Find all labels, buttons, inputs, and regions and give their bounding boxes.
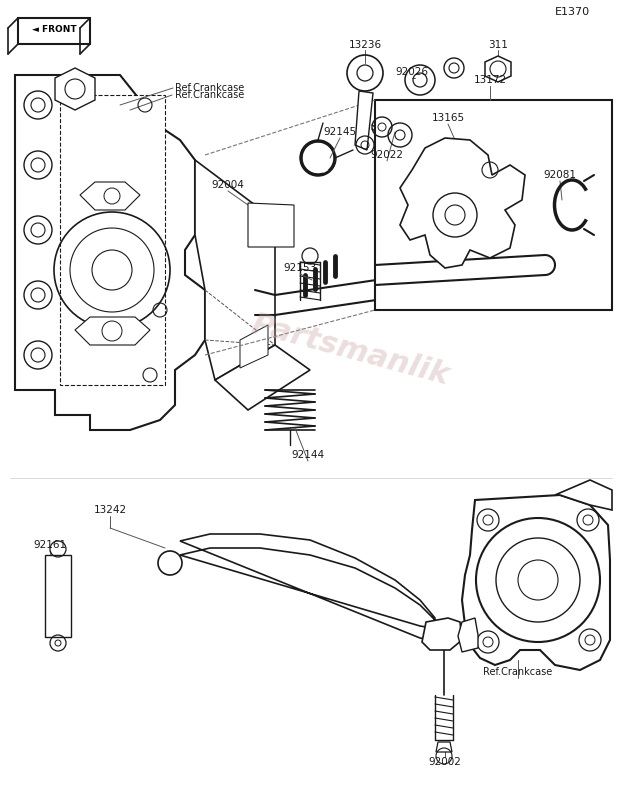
Polygon shape (18, 18, 90, 44)
Polygon shape (462, 495, 610, 670)
Polygon shape (458, 618, 478, 652)
Text: E1370: E1370 (554, 7, 590, 17)
Polygon shape (60, 95, 165, 385)
Polygon shape (80, 182, 140, 210)
Text: Ref.Crankcase: Ref.Crankcase (175, 90, 244, 100)
Text: Partsmanlik: Partsmanlik (248, 310, 452, 390)
Text: ◄ FRONT: ◄ FRONT (32, 26, 77, 34)
Polygon shape (400, 138, 525, 268)
Polygon shape (55, 68, 95, 110)
Text: 92161: 92161 (34, 540, 67, 550)
Text: 13236: 13236 (348, 40, 381, 50)
Text: 92002: 92002 (429, 757, 462, 767)
Polygon shape (248, 203, 294, 247)
Polygon shape (45, 555, 71, 637)
Polygon shape (485, 56, 511, 82)
Text: 92004: 92004 (211, 180, 244, 190)
Polygon shape (15, 75, 205, 430)
Text: 92081: 92081 (544, 170, 577, 180)
Text: Ref.Crankcase: Ref.Crankcase (175, 83, 244, 93)
Polygon shape (180, 534, 438, 640)
Text: 13165: 13165 (432, 113, 465, 123)
Text: Ref.Crankcase: Ref.Crankcase (483, 667, 552, 677)
Text: 92022: 92022 (371, 150, 404, 160)
Text: 92145: 92145 (323, 127, 356, 137)
Polygon shape (355, 91, 373, 150)
Polygon shape (422, 618, 462, 650)
Polygon shape (75, 317, 150, 345)
Polygon shape (555, 480, 612, 510)
Text: 92026: 92026 (396, 67, 429, 77)
Polygon shape (240, 325, 268, 368)
Polygon shape (195, 160, 275, 380)
Polygon shape (375, 100, 612, 310)
Text: 92144: 92144 (292, 450, 325, 460)
Text: 13242: 13242 (93, 505, 126, 515)
Polygon shape (436, 742, 452, 752)
Text: 311: 311 (488, 40, 508, 50)
Text: 92153: 92153 (284, 263, 317, 273)
Text: 13172: 13172 (473, 75, 506, 85)
Polygon shape (215, 345, 310, 410)
